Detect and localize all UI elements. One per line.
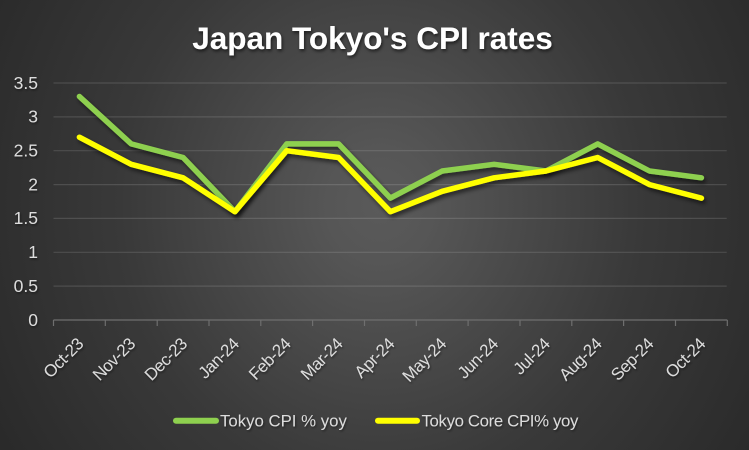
svg-text:Nov-23: Nov-23: [89, 334, 139, 384]
svg-text:1.5: 1.5: [14, 208, 38, 228]
svg-text:0: 0: [28, 310, 38, 330]
svg-text:Oct-23: Oct-23: [40, 334, 87, 381]
svg-text:2: 2: [28, 174, 38, 194]
svg-text:Mar-24: Mar-24: [297, 334, 346, 383]
svg-text:Jun-24: Jun-24: [454, 334, 502, 382]
svg-text:Aug-24: Aug-24: [555, 334, 605, 384]
svg-text:May-24: May-24: [399, 334, 450, 385]
svg-text:Japan Tokyo's CPI rates: Japan Tokyo's CPI rates: [192, 20, 553, 56]
svg-text:Sep-24: Sep-24: [607, 334, 657, 384]
svg-text:Feb-24: Feb-24: [245, 334, 294, 383]
svg-text:Jul-24: Jul-24: [510, 334, 554, 378]
svg-text:1: 1: [28, 242, 38, 262]
svg-text:Jan-24: Jan-24: [195, 334, 243, 382]
svg-text:2.5: 2.5: [14, 141, 38, 161]
svg-text:3.5: 3.5: [14, 73, 38, 93]
svg-text:Oct-24: Oct-24: [662, 334, 709, 381]
svg-text:Tokyo Core CPI% yoy: Tokyo Core CPI% yoy: [422, 412, 580, 431]
svg-text:Tokyo CPI % yoy: Tokyo CPI % yoy: [220, 412, 347, 431]
svg-text:0.5: 0.5: [14, 276, 38, 296]
svg-text:3: 3: [28, 107, 38, 127]
svg-text:Apr-24: Apr-24: [351, 334, 398, 381]
svg-text:Dec-23: Dec-23: [141, 334, 191, 384]
